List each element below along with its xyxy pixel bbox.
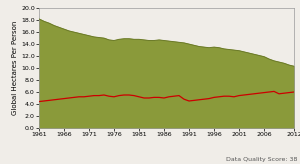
Y-axis label: Global Hectares Per Person: Global Hectares Per Person bbox=[12, 21, 18, 115]
Text: Data Quality Score: 38: Data Quality Score: 38 bbox=[226, 157, 297, 162]
